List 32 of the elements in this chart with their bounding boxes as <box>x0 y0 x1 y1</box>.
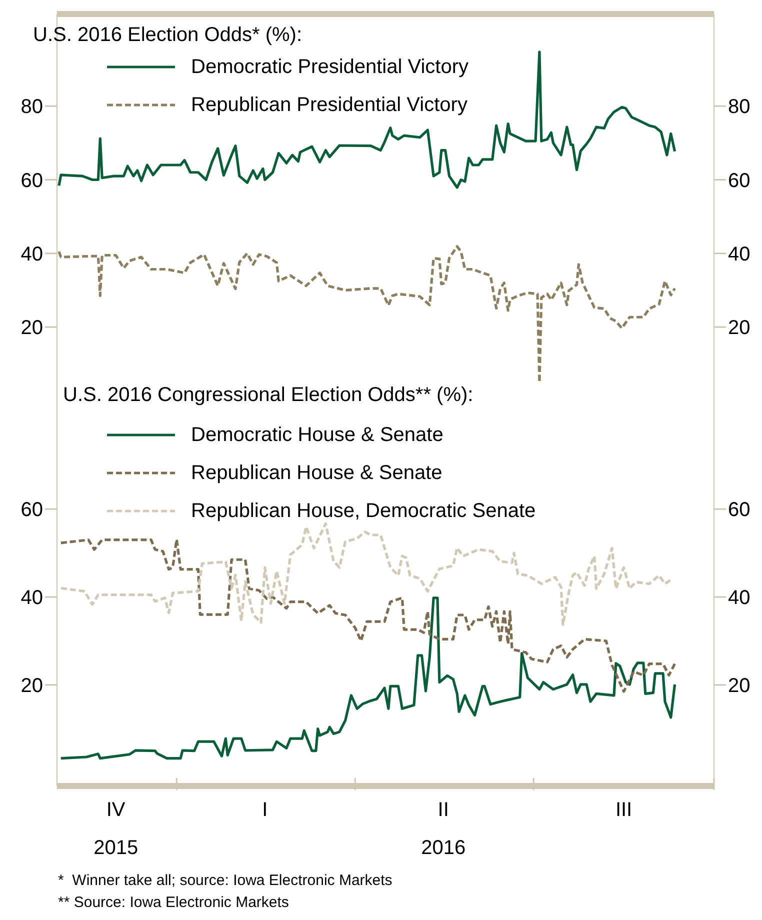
x-tick-label: I <box>262 799 268 821</box>
y2-tick-label: 20 <box>728 317 750 340</box>
text: * Winner take all; source: Iowa Electronic Markets <box>58 871 394 891</box>
y-tick-label: 40 <box>20 587 43 610</box>
chart-title: U.S. 2016 Congressional Election Odds** (%): <box>63 384 474 407</box>
y-tick-label: 40 <box>20 244 43 266</box>
y2-tick-label: 40 <box>728 587 750 610</box>
legend-label: Democratic House & Senate <box>191 424 444 446</box>
y2-tick-label: 80 <box>728 96 750 118</box>
y2-tick-label: 60 <box>728 170 750 192</box>
line-series <box>60 596 676 760</box>
legend-label: Republican House, Democratic Senate <box>191 500 536 522</box>
y2-tick-label: 60 <box>728 499 750 522</box>
line-series <box>60 522 674 626</box>
y2-tick-label: 40 <box>728 244 750 266</box>
legend-label: Republican House & Senate <box>191 462 442 484</box>
y-tick-label: 80 <box>20 96 43 118</box>
line-series <box>58 245 676 384</box>
y2-tick-label: 20 <box>728 675 750 697</box>
y-tick-label: 20 <box>20 675 43 697</box>
line-series <box>58 50 676 189</box>
y-tick-label: 60 <box>20 170 43 192</box>
text: ** Source: Iowa Electronic Markets <box>58 893 290 913</box>
x-tick-label: IV 2015 <box>94 799 138 859</box>
legend-label: Democratic Presidential Victory <box>191 56 469 78</box>
x-tick-label: III <box>615 799 632 821</box>
text: U.S. 2016 Election Odds* (%): <box>33 24 302 47</box>
legend-label: Republican Presidential Victory <box>191 94 468 116</box>
line-series <box>60 538 676 693</box>
x-tick-label: II 2016 <box>421 799 466 859</box>
y-tick-label: 20 <box>20 317 43 340</box>
y-tick-label: 60 <box>20 499 43 522</box>
